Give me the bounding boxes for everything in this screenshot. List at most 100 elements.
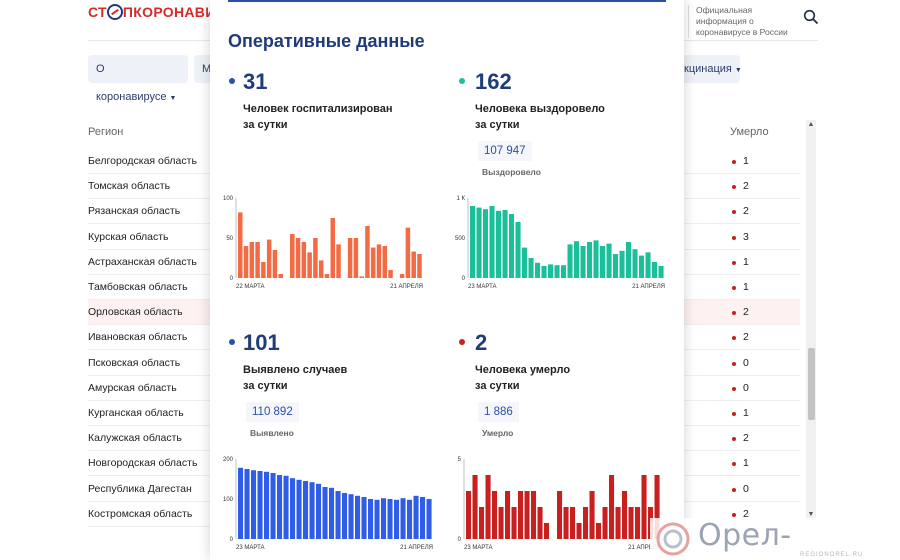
region-name: Белгородская область xyxy=(88,155,197,167)
deaths-dot-icon xyxy=(732,487,736,492)
hospitalized-value: 31 xyxy=(243,69,268,94)
region-name: Астраханская область xyxy=(88,255,197,268)
y-tick-label: 0 xyxy=(230,276,234,282)
bar xyxy=(335,491,341,539)
hospitalized-desc: Человек госпитализирован за сутки xyxy=(243,101,393,133)
deaths-dot-icon xyxy=(732,336,736,341)
watermark: Орел-регион REGIONOREL.RU xyxy=(650,518,900,560)
region-name: Костромская область xyxy=(88,507,193,520)
table-scrollbar-thumb[interactable] xyxy=(808,348,815,420)
bar xyxy=(496,210,502,278)
bar xyxy=(587,242,593,278)
bar xyxy=(511,507,517,539)
recovered-dot xyxy=(459,78,465,84)
region-name: Орловская область xyxy=(88,306,183,319)
bar xyxy=(405,227,411,278)
deaths-dot-icon xyxy=(732,412,736,416)
bar xyxy=(359,276,364,278)
y-tick-label: 0 xyxy=(462,276,466,282)
bar xyxy=(563,507,569,539)
bar xyxy=(307,252,312,278)
bar xyxy=(613,254,619,278)
bar xyxy=(399,274,405,278)
bar xyxy=(244,469,250,539)
y-tick-label: 5 xyxy=(458,457,462,463)
bar xyxy=(374,499,380,539)
column-header-region[interactable]: Регион xyxy=(88,126,124,138)
chevron-down-icon: ▼ xyxy=(169,95,177,102)
bar xyxy=(606,243,612,278)
deaths-dot-icon xyxy=(732,311,736,316)
bar xyxy=(485,475,491,539)
bar xyxy=(336,244,341,278)
region-deaths: 2 xyxy=(743,331,749,344)
chevron-down-icon: ▼ xyxy=(734,67,742,74)
bar xyxy=(561,265,567,278)
scroll-down-arrow-icon[interactable]: ▼ xyxy=(807,511,815,518)
region-deaths: 0 xyxy=(743,356,749,369)
bar xyxy=(528,258,534,278)
nav-about-covid[interactable]: О коронавирусе ▼ xyxy=(88,55,188,103)
x-end-label: 21 АПРЕЛЯ xyxy=(400,545,433,551)
logo-text-right: ПКОРОНАВИ xyxy=(122,4,216,20)
watermark-sub: REGIONOREL.RU xyxy=(800,552,864,558)
cases-chart: 200 100 023 МАРТА 21 АПРЕЛЯ xyxy=(223,457,433,551)
deaths-dot-icon xyxy=(732,235,736,240)
bar xyxy=(574,241,580,278)
nav-vaccination[interactable]: кцинация ▼ xyxy=(676,55,742,83)
watermark-text: Орел-регион xyxy=(698,518,811,560)
deaths-dot-icon xyxy=(732,462,736,467)
bar xyxy=(641,475,647,539)
search-icon[interactable] xyxy=(803,9,819,25)
operational-data-modal: Оперативные данные 31 Человек госпитализ… xyxy=(210,0,684,560)
deaths-dot-icon xyxy=(732,437,736,442)
logo-text-left: СТ xyxy=(88,4,107,20)
deaths-dot-icon xyxy=(732,160,736,164)
y-tick-label: 0 xyxy=(230,537,234,543)
bar xyxy=(544,523,550,539)
column-header-deaths[interactable]: Умерло xyxy=(730,126,769,138)
site-logo[interactable]: СТ ПКОРОНАВИ xyxy=(88,4,216,20)
bar xyxy=(251,470,257,539)
deaths-dot-icon xyxy=(732,286,736,290)
bar xyxy=(615,507,621,539)
y-tick-label: 100 xyxy=(223,196,234,202)
x-start-label: 23 МАРТА xyxy=(236,545,265,551)
bar xyxy=(324,274,330,278)
bar xyxy=(470,206,476,278)
bar xyxy=(330,218,336,278)
bar xyxy=(541,266,547,278)
bar xyxy=(483,209,489,278)
cases-total: 110 892 xyxy=(246,402,299,422)
cases-value: 101 xyxy=(243,330,280,355)
deaths-dot xyxy=(459,339,465,345)
bar xyxy=(347,238,353,278)
deaths-dot-icon xyxy=(732,361,736,366)
bar xyxy=(593,240,599,278)
bar xyxy=(365,226,370,278)
region-name: Ивановская область xyxy=(88,331,188,344)
bar xyxy=(238,212,243,278)
region-name: Амурская область xyxy=(88,381,177,394)
bar xyxy=(596,523,602,539)
y-tick-label: 500 xyxy=(455,236,466,242)
bar xyxy=(632,249,638,278)
bar xyxy=(420,497,426,539)
table-scrollbar-track[interactable] xyxy=(806,120,816,520)
bar xyxy=(515,222,521,278)
bar xyxy=(522,247,528,278)
bar xyxy=(628,507,634,539)
region-name: Псковская область xyxy=(88,356,181,369)
bar xyxy=(413,495,419,539)
bar xyxy=(303,481,309,539)
bar xyxy=(548,264,554,278)
scroll-up-arrow-icon[interactable]: ▲ xyxy=(807,121,815,128)
recovered-desc-line2: за сутки xyxy=(475,119,520,131)
hospitalized-desc-line2: за сутки xyxy=(243,119,288,131)
bar xyxy=(557,491,563,539)
bar xyxy=(290,478,296,539)
nav-item-partial-label: М xyxy=(202,63,212,75)
bar xyxy=(554,265,560,278)
region-name: Калужская область xyxy=(88,432,182,445)
bar xyxy=(498,507,504,539)
